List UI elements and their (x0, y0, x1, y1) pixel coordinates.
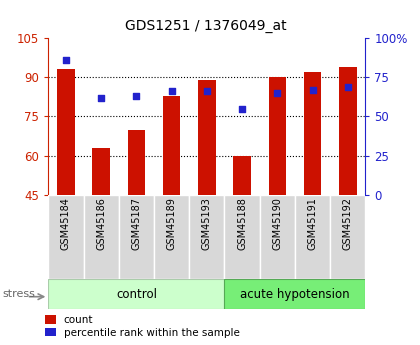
Text: GSM45184: GSM45184 (61, 197, 71, 250)
Bar (154, 195, 189, 279)
Point (203, 89, 210, 94)
Point (344, 84, 351, 89)
Point (133, 93, 140, 99)
Point (274, 90, 281, 96)
Text: GSM45191: GSM45191 (307, 197, 318, 250)
Text: GSM45189: GSM45189 (167, 197, 177, 250)
Text: stress: stress (2, 289, 35, 299)
Bar (84, 195, 119, 279)
Text: GSM45193: GSM45193 (202, 197, 212, 250)
Text: GSM45187: GSM45187 (131, 197, 142, 250)
Bar (233, 156, 251, 195)
Text: GSM45192: GSM45192 (343, 197, 353, 250)
Bar (224, 195, 260, 279)
Legend: count, percentile rank within the sample: count, percentile rank within the sample (43, 313, 242, 340)
Bar (224, 279, 365, 309)
Bar (48, 195, 84, 279)
Bar (57, 69, 75, 195)
Bar (339, 67, 357, 195)
Bar (92, 148, 110, 195)
Bar (189, 195, 224, 279)
Point (239, 106, 245, 111)
Point (309, 87, 316, 92)
Bar (330, 195, 365, 279)
Point (63, 57, 69, 63)
Bar (119, 195, 154, 279)
Text: GSM45190: GSM45190 (272, 197, 282, 250)
Bar (128, 129, 145, 195)
Bar (295, 195, 330, 279)
Text: GSM45186: GSM45186 (96, 197, 106, 250)
Text: GSM45188: GSM45188 (237, 197, 247, 250)
Bar (48, 279, 224, 309)
Text: acute hypotension: acute hypotension (240, 288, 350, 300)
Bar (163, 96, 181, 195)
Text: control: control (116, 288, 157, 300)
Point (168, 89, 175, 94)
Text: GDS1251 / 1376049_at: GDS1251 / 1376049_at (125, 19, 286, 33)
Point (98, 95, 105, 100)
Bar (304, 72, 321, 195)
Bar (268, 77, 286, 195)
Bar (198, 80, 215, 195)
Bar (260, 195, 295, 279)
